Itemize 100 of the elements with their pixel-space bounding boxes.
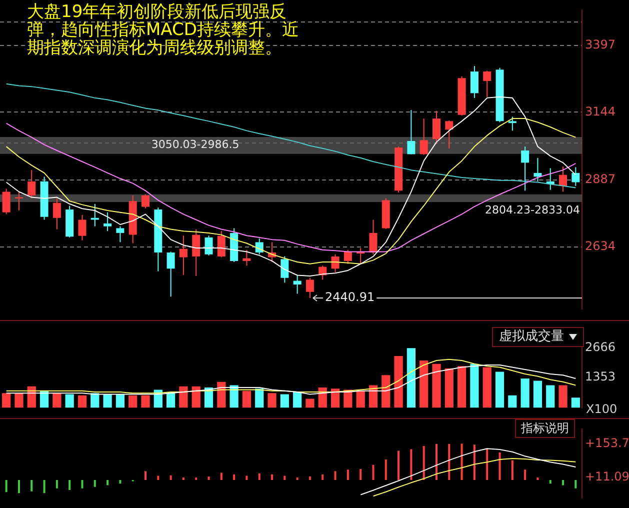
bar (170, 475, 172, 480)
y-tick-label: 3397 (585, 37, 616, 52)
bar (460, 444, 463, 480)
candlestick (521, 146, 530, 192)
candlestick (369, 219, 378, 255)
candlestick (470, 65, 478, 98)
bar (280, 394, 289, 408)
bar (255, 388, 264, 408)
candlestick (192, 228, 200, 277)
bar (360, 468, 362, 480)
y-tick-label: 1353 (585, 369, 616, 384)
candlestick (28, 170, 36, 199)
candlestick (508, 116, 516, 132)
bar (296, 477, 298, 480)
text: X100 (586, 402, 618, 416)
bar (334, 471, 336, 480)
bar (382, 375, 390, 408)
bar (432, 364, 441, 408)
bar (284, 476, 286, 480)
bar (103, 394, 112, 408)
candlestick (572, 166, 580, 186)
candlestick (116, 226, 124, 243)
y-tick-label: 2634 (585, 239, 616, 254)
candlestick (255, 238, 264, 255)
candlestick (78, 214, 86, 241)
candlestick (2, 188, 10, 215)
bar (549, 480, 552, 484)
bar (106, 480, 109, 486)
bar (242, 390, 252, 408)
bar (65, 394, 74, 408)
bar (384, 459, 387, 480)
bar (458, 366, 466, 408)
bar (119, 480, 122, 484)
bar (574, 480, 577, 488)
bar (30, 480, 33, 492)
candlestick (242, 249, 251, 266)
y-tick-label: +11.09 (585, 470, 629, 484)
bar (562, 480, 564, 486)
bar (293, 392, 302, 408)
candlestick (420, 118, 428, 156)
bar (5, 480, 8, 492)
candlestick (559, 166, 568, 192)
band-label: 2804.23-2833.04 (485, 203, 580, 216)
bar (195, 477, 198, 480)
y-tick-label: +153.7 (585, 436, 629, 450)
bar (536, 477, 539, 480)
bar (436, 444, 438, 480)
bar (422, 446, 425, 480)
bar (444, 368, 454, 408)
bar (271, 474, 274, 480)
bar (192, 386, 200, 408)
bar (141, 395, 150, 408)
bar (268, 393, 276, 408)
bar (18, 480, 20, 494)
candlestick (407, 110, 416, 155)
candlestick (142, 194, 150, 209)
candlestick (534, 157, 542, 182)
bar (571, 398, 580, 408)
bar (508, 395, 517, 408)
bar (81, 480, 84, 488)
y-tick-label: 2887 (585, 172, 616, 186)
bar (398, 450, 400, 480)
candlestick (432, 110, 440, 144)
candlestick (293, 274, 302, 294)
annotation: 指标说明 (515, 419, 575, 438)
bar (90, 393, 100, 408)
candlestick (217, 230, 226, 258)
bar (486, 448, 488, 480)
candlestick (204, 235, 213, 256)
bar (330, 388, 340, 408)
candlestick (280, 256, 289, 284)
bar (258, 473, 260, 480)
bar (233, 474, 236, 480)
bar (524, 470, 526, 480)
bar (68, 480, 71, 490)
candlestick (179, 235, 188, 276)
bar (495, 372, 504, 408)
bar (43, 480, 46, 494)
bar (498, 452, 501, 480)
bar (182, 477, 184, 480)
candlestick (331, 254, 340, 273)
bar (406, 348, 416, 408)
bar (420, 360, 428, 408)
bar (394, 356, 403, 408)
bar (473, 444, 476, 480)
bar (346, 470, 349, 480)
bar (14, 393, 24, 408)
bar (322, 474, 324, 480)
bar (448, 444, 450, 480)
bar (246, 476, 248, 480)
bar (520, 378, 530, 408)
candlestick (52, 198, 61, 230)
bar (306, 398, 314, 408)
bar (546, 385, 555, 408)
bar (2, 393, 11, 408)
bar (157, 476, 160, 480)
bar (558, 385, 568, 408)
bar (128, 395, 138, 408)
annotation: 2440.91 (324, 290, 375, 304)
bar (356, 390, 365, 408)
